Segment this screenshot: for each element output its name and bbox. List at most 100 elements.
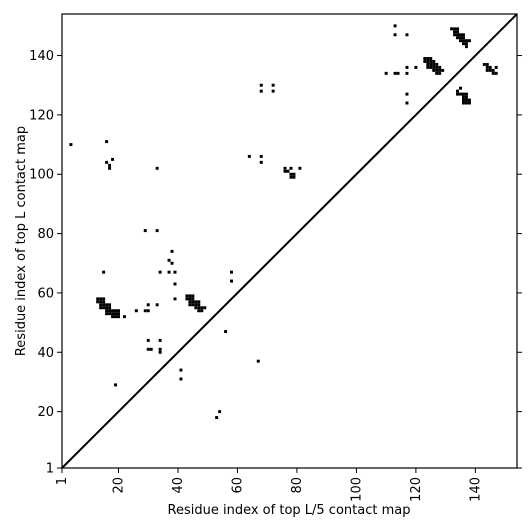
contact-point <box>146 347 150 351</box>
contact-point <box>111 157 115 161</box>
contact-point <box>453 33 457 37</box>
contact-point <box>286 169 290 173</box>
contact-point <box>405 65 409 69</box>
contact-point <box>158 350 162 354</box>
contact-point <box>188 297 192 301</box>
contact-point <box>467 98 471 102</box>
contact-point <box>173 297 177 301</box>
contact-point <box>438 71 442 75</box>
contact-point <box>432 65 436 69</box>
contact-point <box>456 27 460 31</box>
contact-point <box>247 154 251 158</box>
contact-point <box>459 36 462 40</box>
contact-point <box>453 30 457 34</box>
contact-point <box>488 65 492 69</box>
contact-point <box>197 306 201 310</box>
contact-point <box>491 68 495 72</box>
contact-point <box>105 306 109 310</box>
contact-point <box>461 95 465 99</box>
contact-point <box>188 303 192 307</box>
x-tick-label: 20 <box>112 477 127 494</box>
contact-point <box>432 62 436 66</box>
contact-point <box>111 312 115 316</box>
contact-point <box>173 282 177 286</box>
contact-point <box>384 71 388 75</box>
contact-point <box>117 312 120 316</box>
contact-point <box>224 330 228 333</box>
contact-point <box>146 309 150 313</box>
contact-point <box>96 300 100 304</box>
contact-point <box>188 294 192 298</box>
contact-point <box>194 306 198 310</box>
contact-point <box>461 33 465 37</box>
contact-point <box>179 377 183 381</box>
contact-point <box>69 143 73 147</box>
contact-point <box>155 229 159 233</box>
contact-point <box>256 359 260 363</box>
contact-point <box>99 297 103 301</box>
y-tick-label: 80 <box>37 227 54 242</box>
x-axis-ticks: 1 20 40 60 80 100 120 140 <box>55 468 483 502</box>
contact-point <box>435 68 439 72</box>
diagonal-line <box>61 13 518 469</box>
contact-point <box>167 270 171 274</box>
contact-point <box>191 303 195 307</box>
contact-point <box>467 39 471 43</box>
contact-point <box>108 163 112 167</box>
contact-point <box>405 33 409 37</box>
contact-point <box>423 59 427 63</box>
contact-point <box>99 306 103 310</box>
contact-point <box>185 297 189 301</box>
contact-point <box>194 303 198 307</box>
contact-point <box>191 297 195 301</box>
contact-point <box>197 309 201 313</box>
contact-point <box>188 300 192 304</box>
contact-point <box>494 65 498 69</box>
contact-point <box>191 294 195 298</box>
contact-point <box>134 309 138 313</box>
contact-point <box>292 172 296 176</box>
contact-point <box>167 258 171 262</box>
x-axis-title: Residue index of top L/5 contact map <box>168 503 411 518</box>
y-tick-label: 100 <box>29 168 54 183</box>
contact-point <box>170 261 174 265</box>
contact-point <box>111 309 115 313</box>
contact-point <box>197 303 201 307</box>
x-tick-label: 80 <box>290 477 305 494</box>
contact-point <box>456 36 460 40</box>
contact-point <box>485 68 489 72</box>
contact-point <box>429 62 433 66</box>
plot-area <box>61 13 518 469</box>
y-tick-label: 60 <box>37 286 54 301</box>
x-tick-label: 120 <box>409 477 424 502</box>
contact-points <box>69 24 498 420</box>
y-tick-label: 40 <box>37 346 54 361</box>
contact-point <box>488 68 492 72</box>
contact-point <box>259 89 263 93</box>
contact-point <box>259 154 263 158</box>
contact-point <box>482 62 486 66</box>
contact-point <box>102 297 106 301</box>
contact-point <box>105 303 109 307</box>
contact-point <box>423 57 427 60</box>
contact-point <box>393 33 397 37</box>
contact-point <box>494 71 498 75</box>
contact-point <box>143 229 147 233</box>
contact-point <box>271 89 275 93</box>
contact-point <box>108 309 112 313</box>
contact-point <box>289 166 293 170</box>
contact-point <box>456 33 460 37</box>
contact-point <box>298 166 302 170</box>
contact-point <box>459 33 462 37</box>
contact-point <box>459 86 462 90</box>
contact-point <box>114 309 118 313</box>
contact-point <box>435 62 439 66</box>
contact-point <box>194 300 198 304</box>
contact-point <box>485 65 489 69</box>
contact-point <box>405 92 409 96</box>
contact-point <box>170 249 174 253</box>
contact-point <box>429 57 433 60</box>
contact-point <box>464 101 468 105</box>
contact-point <box>155 166 159 170</box>
